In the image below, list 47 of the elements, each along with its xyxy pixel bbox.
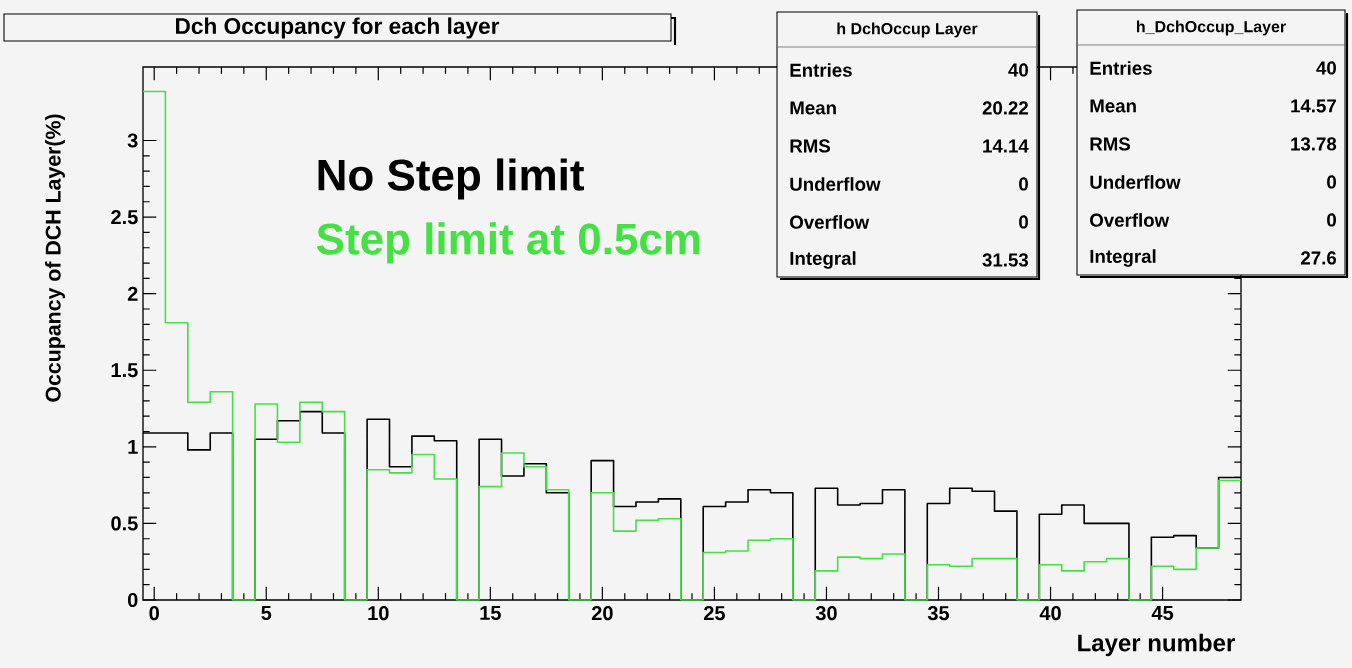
x-tick-label: 0: [149, 606, 159, 621]
annotation: 20.22: [982, 101, 1028, 115]
annotation: Mean: [1090, 99, 1136, 113]
annotation: 31.53: [982, 253, 1029, 267]
y-tick-label: 1: [128, 439, 138, 454]
annotation: Integral: [1090, 249, 1156, 267]
y-tick-label: 3: [127, 133, 138, 148]
x-tick-label: 10: [368, 606, 389, 621]
x-tick-label: 40: [1039, 606, 1061, 621]
x-tick-label: 30: [815, 606, 837, 621]
text: 0: [1327, 213, 1336, 227]
x-tick-label: 5: [261, 606, 272, 620]
y-tick-label: 0: [127, 592, 138, 608]
y-axis-title: Occupancy of DCH Layer(%): [45, 114, 65, 402]
x-tick-label: 25: [703, 606, 725, 621]
annotation: Overflow: [1090, 213, 1170, 227]
x-tick-label: 35: [927, 606, 950, 621]
annotation: Underflow: [1090, 175, 1181, 189]
annotation: Entries: [1090, 61, 1152, 75]
annotation: 0: [1019, 177, 1028, 191]
annotation: RMS: [790, 139, 831, 153]
text: h DchOccup Layer: [837, 22, 978, 38]
text: 14.57: [1291, 99, 1336, 113]
annotation: Overflow: [790, 215, 870, 229]
text: No Step limit: [318, 158, 584, 200]
annotation: Underflow: [790, 177, 881, 191]
y-tick-label: 2: [127, 286, 138, 301]
y-tick-label: 1.5: [111, 363, 138, 378]
annotation: 0: [1019, 215, 1028, 229]
text: 13.78: [1291, 137, 1337, 151]
annotation: RMS: [1090, 137, 1131, 151]
annotation: Mean: [790, 101, 836, 115]
x-tick-label: 20: [591, 606, 613, 621]
x-tick-label: 15: [480, 606, 501, 620]
y-tick-label: 0.5: [111, 516, 138, 531]
x-axis-title: Layer number: [1078, 633, 1235, 657]
text: Step limit at 0.5cm: [316, 222, 700, 264]
annotation: Integral: [790, 251, 856, 269]
annotation: 40: [1008, 63, 1028, 77]
annotation: 14.14: [983, 139, 1029, 153]
text: 27.6: [1301, 251, 1337, 265]
text: 40: [1316, 61, 1336, 75]
x-tick-label: 45: [1151, 606, 1174, 620]
annotation: Entries: [790, 63, 852, 77]
y-tick-label: 2.5: [111, 210, 138, 225]
text: h_DchOccup_Layer: [1136, 20, 1286, 36]
text: 0: [1327, 175, 1336, 189]
